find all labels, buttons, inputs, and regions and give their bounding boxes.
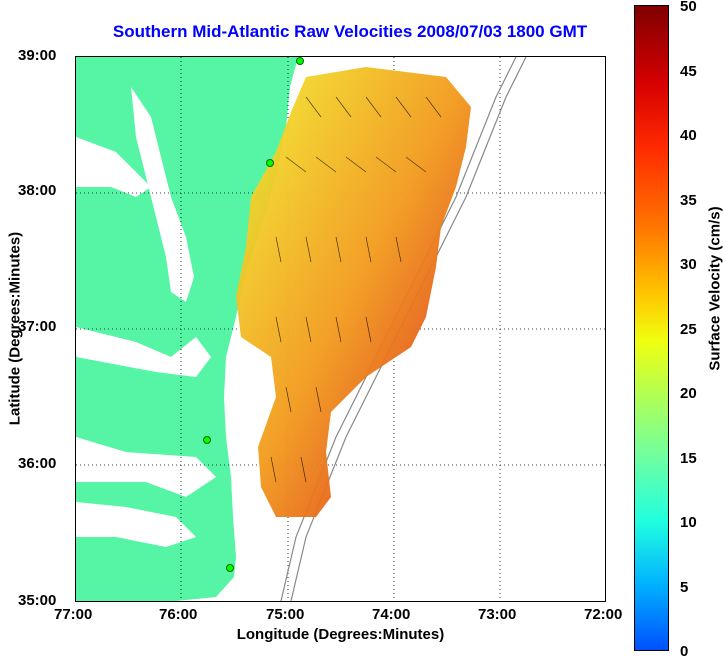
bay-water xyxy=(76,137,151,197)
x-tick: 74:00 xyxy=(372,606,411,623)
map-plot-area xyxy=(75,56,606,602)
x-tick: 77:00 xyxy=(54,606,93,623)
colorbar xyxy=(634,5,669,651)
x-axis-label: Longitude (Degrees:Minutes) xyxy=(236,626,445,643)
x-tick: 73:00 xyxy=(478,606,517,623)
colorbar-tick: 30 xyxy=(680,256,697,273)
bay-water xyxy=(76,502,196,547)
x-tick: 72:00 xyxy=(584,606,623,623)
colorbar-tick: 5 xyxy=(680,579,689,596)
y-tick: 36:00 xyxy=(18,455,57,472)
velocity-vectors xyxy=(270,96,442,483)
colorbar-tick: 45 xyxy=(680,63,697,80)
x-tick: 75:00 xyxy=(266,606,305,623)
map-title: Southern Mid-Atlantic Raw Velocities 200… xyxy=(112,22,588,41)
y-axis-label: Latitude (Degrees:Minutes) xyxy=(6,231,24,426)
map-canvas xyxy=(76,57,605,601)
x-tick: 76:00 xyxy=(159,606,198,623)
y-tick: 38:00 xyxy=(18,182,57,199)
colorbar-tick: 50 xyxy=(680,0,697,15)
radar-sites xyxy=(203,57,304,572)
colorbar-title: Surface Velocity (cm/s) xyxy=(706,206,724,371)
colorbar-tick: 35 xyxy=(680,192,697,209)
velocity-field xyxy=(236,67,471,517)
colorbar-tick: 10 xyxy=(680,514,697,531)
y-tick: 35:00 xyxy=(18,592,57,609)
colorbar-tick: 40 xyxy=(680,127,697,144)
colorbar-tick: 25 xyxy=(680,321,697,338)
y-tick: 39:00 xyxy=(18,47,57,64)
bay-water xyxy=(76,327,211,377)
colorbar-tick: 15 xyxy=(680,450,697,467)
colorbar-tick: 20 xyxy=(680,385,697,402)
bay-water xyxy=(131,87,194,302)
colorbar-tick: 0 xyxy=(680,643,689,660)
y-tick: 37:00 xyxy=(18,318,57,335)
